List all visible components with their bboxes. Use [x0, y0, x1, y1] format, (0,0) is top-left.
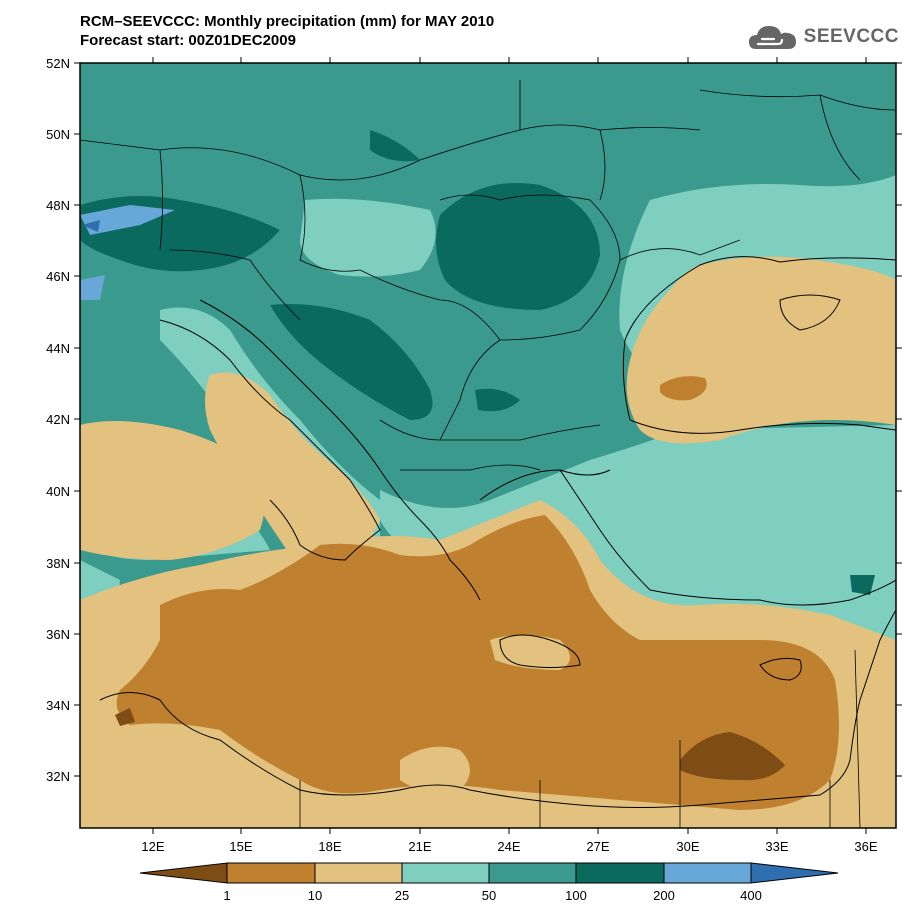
- field-100-200-bg: [475, 388, 520, 412]
- field-200-400-alps-2: [80, 275, 105, 300]
- legend-label: 200: [653, 888, 675, 903]
- legend-swatch-25-50: [401, 862, 490, 884]
- map-title: RCM–SEEVCCC: Monthly precipitation (mm) …: [80, 12, 494, 50]
- legend-label: 25: [395, 888, 409, 903]
- map-frame: [79, 62, 897, 829]
- lon-label: 15E: [229, 839, 252, 854]
- lat-label: 36N: [46, 627, 70, 642]
- lon-label: 12E: [141, 839, 164, 854]
- legend-swatch-1-10: [226, 862, 316, 884]
- lat-label: 46N: [46, 269, 70, 284]
- legend-swatch-above-400: [750, 862, 839, 884]
- legend-label: 400: [740, 888, 762, 903]
- field-10-25-sardinia: [80, 421, 265, 560]
- lat-label: 32N: [46, 769, 70, 784]
- legend-label: 10: [308, 888, 322, 903]
- legend-swatch-200-400: [663, 862, 752, 884]
- lon-label: 21E: [408, 839, 431, 854]
- legend-swatch-10-25: [314, 862, 403, 884]
- field-25-50-hungary: [300, 198, 436, 277]
- field-200-400-alps: [80, 205, 175, 235]
- field-1-10-east-gap: [847, 640, 896, 828]
- legend-label: 1: [223, 888, 230, 903]
- field-1-10-libya-gap: [400, 746, 470, 792]
- lon-labels: 12E 15E 18E 21E 24E 27E 30E 33E 36E: [141, 839, 877, 854]
- field-100-200-balkans: [270, 304, 433, 420]
- lat-label: 34N: [46, 698, 70, 713]
- legend-swatch-below-1: [139, 862, 228, 884]
- field-1-10-blacksea: [660, 376, 707, 401]
- lat-label: 44N: [46, 341, 70, 356]
- legend-label: 50: [482, 888, 496, 903]
- field-below-1-tunisia: [115, 708, 135, 726]
- field-10-25-italy: [205, 372, 380, 570]
- field-below-1-egypt: [680, 732, 785, 781]
- lon-label: 18E: [318, 839, 341, 854]
- title-line-1: RCM–SEEVCCC: Monthly precipitation (mm) …: [80, 13, 495, 30]
- field-400-alps: [82, 220, 100, 232]
- field-100-200-poland: [370, 130, 420, 162]
- country-borders: [80, 80, 896, 828]
- lon-ticks: [152, 57, 867, 834]
- lon-label: 24E: [497, 839, 520, 854]
- lat-labels: 52N 50N 48N 46N 44N 42N 40N 38N 36N 34N …: [46, 56, 70, 784]
- lat-ticks: [74, 62, 902, 777]
- legend-swatch-100-200: [575, 862, 665, 884]
- field-100-200-turkey-sw: [850, 575, 875, 595]
- coastlines: [99, 256, 896, 808]
- lon-label: 36E: [854, 839, 877, 854]
- lat-label: 48N: [46, 198, 70, 213]
- lon-label: 33E: [765, 839, 788, 854]
- color-legend: 1 10 25 50 100 200 400: [139, 862, 839, 903]
- lon-label: 30E: [676, 839, 699, 854]
- logo-text: SEEVCCC: [803, 26, 899, 47]
- field-25-50-aegean: [380, 425, 896, 640]
- seevccc-logo: SEEVCCC: [748, 22, 899, 52]
- lat-label: 38N: [46, 556, 70, 571]
- lat-label: 42N: [46, 412, 70, 427]
- precipitation-fields: [80, 63, 896, 828]
- cloud-icon: [748, 26, 796, 49]
- lat-label: 52N: [46, 56, 70, 71]
- lat-label: 40N: [46, 484, 70, 499]
- field-100-200-romania: [436, 183, 600, 310]
- legend-swatch-50-100: [488, 862, 577, 884]
- lon-label: 27E: [586, 839, 609, 854]
- title-line-2: Forecast start: 00Z01DEC2009: [80, 32, 296, 49]
- legend-label: 100: [565, 888, 587, 903]
- lat-label: 50N: [46, 127, 70, 142]
- field-1-10-med: [116, 515, 839, 810]
